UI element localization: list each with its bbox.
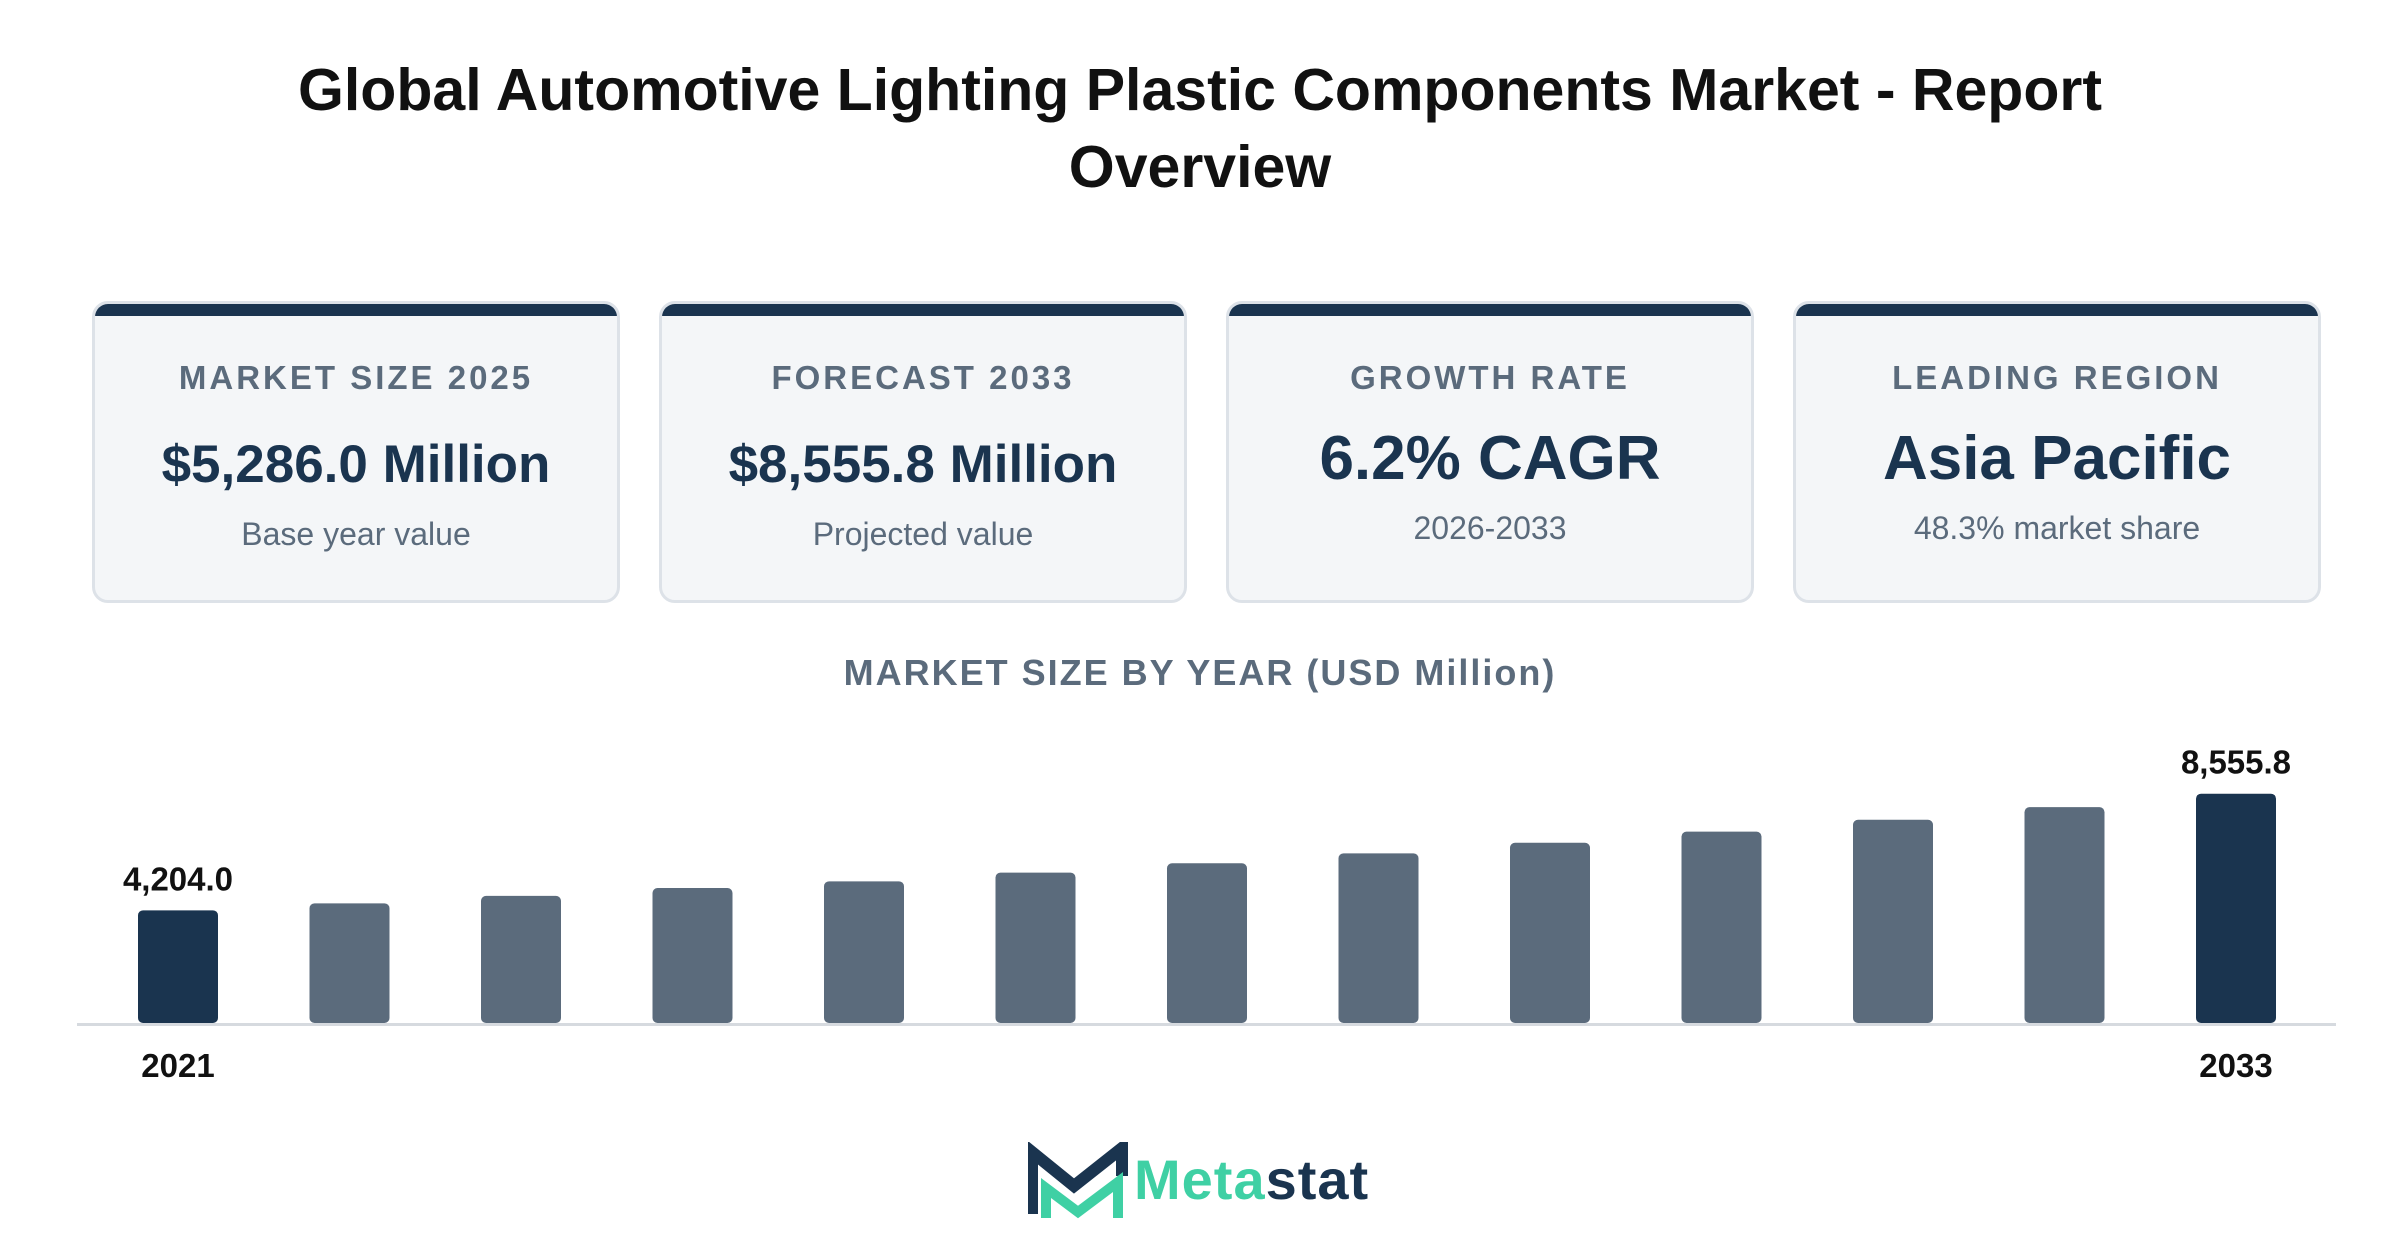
bar-2033 [2196, 793, 2276, 1023]
bar-2024 [652, 888, 733, 1023]
card-value: Asia Pacific [1882, 424, 2232, 493]
card-label: GROWTH RATE [1350, 359, 1630, 396]
metastat-logo: Metastat [1026, 1135, 1398, 1222]
tick-label-2033: 2033 [2199, 1047, 2272, 1084]
tick-label-2021: 2021 [141, 1047, 214, 1084]
bar-2032 [2024, 807, 2105, 1023]
page-title: Global Automotive Lighting Plastic Compo… [298, 57, 2102, 200]
bar-2030 [1681, 831, 1762, 1023]
bar-2021 [138, 910, 218, 1023]
bar-2027 [1167, 863, 1247, 1023]
bar-2031 [1853, 819, 1933, 1023]
card-label: MARKET SIZE 2025 [178, 359, 534, 396]
metastat-logo-icon [1026, 1135, 1128, 1219]
bar-2025 [824, 881, 904, 1023]
card-value: 6.2% CAGR [1319, 424, 1661, 493]
card-value: $5,286.0 Million [161, 435, 551, 494]
card-market-size: MARKET SIZE 2025 $5,286.0 Million Base y… [92, 301, 620, 603]
card-subtext: 2026-2033 [1413, 510, 1567, 546]
card-subtext: 48.3% market share [1913, 510, 2201, 546]
logo-text-stat: stat [1265, 1148, 1370, 1211]
card-subtext: Base year value [241, 516, 471, 552]
card-growth-rate: GROWTH RATE 6.2% CAGR 2026-2033 [1226, 301, 1754, 603]
data-label-2021: 4,204.0 [123, 860, 233, 897]
bar-2028 [1338, 853, 1419, 1023]
card-label: LEADING REGION [1892, 359, 2222, 396]
card-subtext: Projected value [812, 516, 1034, 552]
data-label-2033: 8,555.8 [2181, 744, 2291, 781]
bar-2023 [481, 895, 561, 1023]
logo-wordmark: Metastat [1134, 1148, 1369, 1212]
bar-2026 [995, 872, 1076, 1023]
bar-2029 [1510, 842, 1590, 1023]
bar-2022 [309, 903, 390, 1023]
chart-title: MARKET SIZE BY YEAR (USD Million) [843, 652, 1557, 693]
card-label: FORECAST 2033 [771, 359, 1075, 396]
card-value: $8,555.8 Million [728, 435, 1118, 494]
card-leading-region: LEADING REGION Asia Pacific 48.3% market… [1793, 301, 2321, 603]
logo-text-meta: Meta [1134, 1148, 1266, 1211]
card-forecast: FORECAST 2033 $8,555.8 Million Projected… [659, 301, 1187, 603]
